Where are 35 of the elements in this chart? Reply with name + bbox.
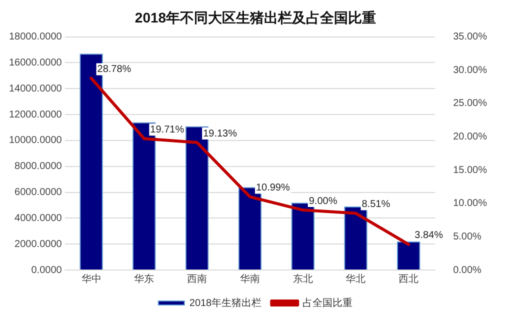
x-tick-label: 华中 (81, 272, 102, 285)
data-label: 9.00% (308, 196, 338, 207)
y2-tick-label: 15.00% (453, 164, 488, 176)
y-tick-label: 6000.0000 (14, 187, 62, 198)
x-tick-label: 华南 (240, 272, 260, 285)
y2-tick-label: 25.00% (453, 98, 488, 110)
y2-tick-label: 30.00% (453, 64, 488, 76)
chart-title: 2018年不同大区生猪出栏及占全国比重 (134, 9, 376, 26)
data-label: 8.51% (362, 199, 390, 210)
y-tick-label: 2000.0000 (14, 238, 62, 250)
x-tick-label: 华北 (346, 272, 366, 285)
legend-label: 占全国比重 (302, 296, 353, 309)
y2-tick-label: 35.00% (453, 32, 488, 43)
x-tick-label: 西北 (398, 272, 419, 285)
x-tick-label: 华东 (134, 272, 154, 285)
x-tick-label: 东北 (292, 272, 313, 285)
y-tick-label: 18000.0000 (8, 32, 62, 43)
y2-tick-label: 0.00% (453, 264, 482, 276)
y-tick-label: 0.0000 (31, 264, 62, 276)
y2-tick-label: 10.00% (453, 198, 488, 210)
data-label: 19.71% (150, 124, 184, 136)
data-label: 28.78% (97, 64, 132, 75)
y2-tick-label: 5.00% (453, 231, 482, 242)
y-tick-label: 12000.0000 (8, 109, 62, 120)
y-tick-label: 14000.0000 (8, 83, 62, 94)
data-label: 3.84% (414, 230, 444, 242)
y-tick-label: 16000.0000 (8, 57, 62, 68)
data-label: 10.99% (256, 182, 290, 194)
data-label: 19.13% (203, 128, 238, 140)
x-tick-label: 西南 (187, 272, 208, 285)
y-tick-label: 4000.0000 (14, 212, 62, 224)
y-tick-label: 10000.0000 (8, 135, 62, 146)
legend-label: 2018年生猪出栏 (189, 296, 262, 309)
y2-tick-label: 20.00% (453, 131, 488, 142)
y-tick-label: 8000.0000 (14, 161, 62, 172)
